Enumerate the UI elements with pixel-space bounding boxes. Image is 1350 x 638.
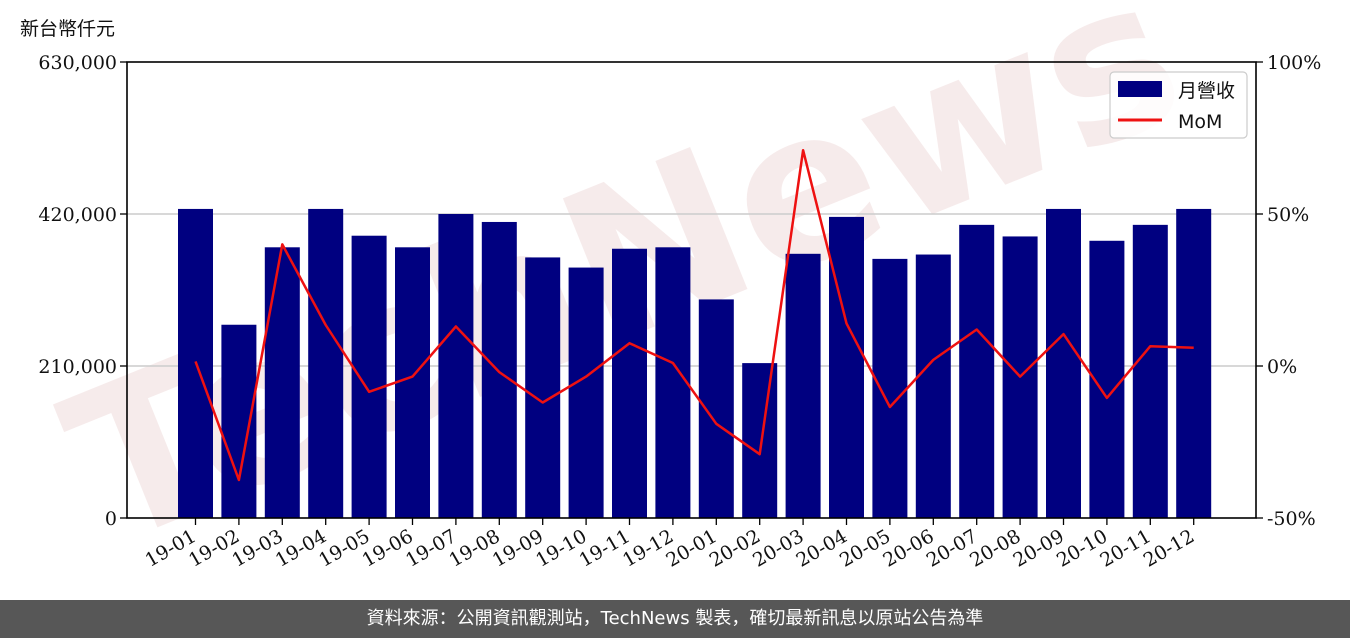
left-tick-label: 210,000 [38, 356, 117, 378]
right-tick-label: 0% [1267, 356, 1297, 378]
right-tick-label: -50% [1267, 508, 1316, 530]
revenue-bar [872, 258, 908, 518]
revenue-bar [959, 224, 995, 518]
x-tick-label: 20-12 [1140, 525, 1198, 571]
revenue-bar [568, 267, 604, 518]
right-tick-label: 100% [1267, 52, 1321, 74]
legend-label-mom: MoM [1178, 111, 1222, 133]
plot-frame [126, 61, 1257, 519]
revenue-bar [742, 363, 778, 518]
legend: 月營收 MoM [1109, 71, 1248, 139]
mom-line [194, 148, 1194, 482]
mom-line-layer [194, 148, 1194, 482]
revenue-bar [612, 248, 647, 518]
revenue-bar [351, 235, 387, 518]
left-tick-label: 630,000 [38, 52, 117, 74]
revenue-bar [1046, 208, 1081, 518]
source-footer: 資料來源：公開資訊觀測站，TechNews 製表，確切最新訊息以原站公告為準 [0, 600, 1350, 638]
revenue-bar [525, 257, 561, 518]
legend-label-revenue: 月營收 [1178, 80, 1235, 102]
revenue-chart: TechNews 0210,000420,000630,000-50%0%50%… [36, 0, 1321, 593]
revenue-bar [829, 216, 864, 518]
revenue-bar [1176, 208, 1212, 518]
revenue-bar [308, 208, 344, 518]
revenue-bar [1132, 224, 1168, 518]
left-tick-label: 420,000 [38, 204, 117, 226]
left-tick-label: 0 [105, 508, 117, 530]
revenue-bar [438, 214, 474, 518]
y-axis-unit-label: 新台幣仟元 [20, 18, 116, 40]
revenue-bars [178, 208, 1212, 519]
revenue-bar [264, 247, 300, 519]
revenue-bar [655, 247, 691, 519]
revenue-bar [395, 247, 430, 519]
right-tick-label: 50% [1267, 204, 1309, 226]
revenue-bar [915, 254, 951, 519]
revenue-bar [221, 324, 257, 518]
revenue-bar [785, 253, 821, 519]
revenue-bar [481, 221, 517, 518]
legend-swatch-bar [1118, 81, 1162, 97]
